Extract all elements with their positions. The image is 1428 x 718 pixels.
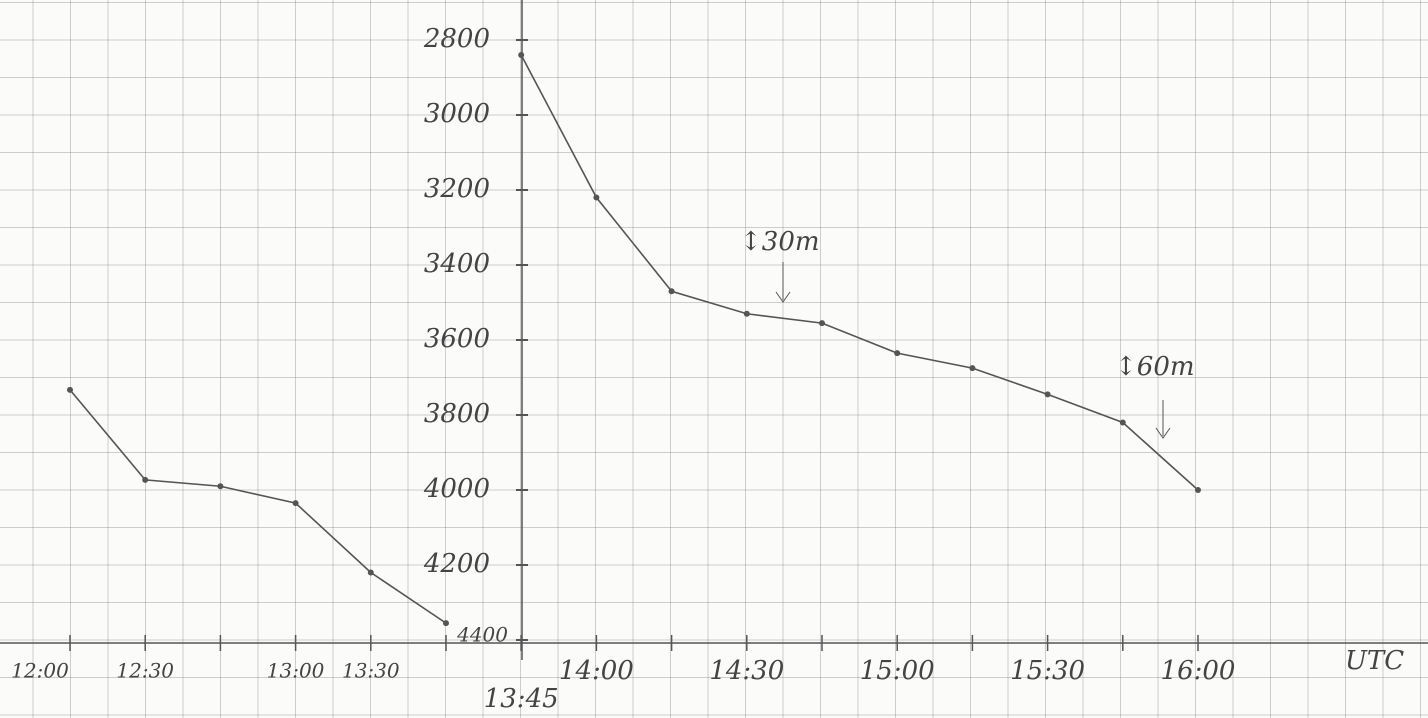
point [67,386,73,393]
annotation-arrow [775,262,791,303]
point [593,194,600,201]
point [969,365,976,372]
y-tick-label: 4000 [423,474,490,504]
point [142,476,149,483]
line [520,54,1199,491]
point [819,320,825,327]
y-tick-label: 3000 [424,99,490,129]
x-tick-label: 14:00 [559,656,634,686]
annotation-arrow [1155,400,1171,439]
x-tick-label: 14:30 [709,656,784,686]
point [743,310,750,317]
x-tick-label: 13:45 [484,684,559,714]
annotation: ↕60m [1115,352,1195,382]
point [668,288,675,295]
x-tick-label: 12:00 [11,659,69,683]
x-unit: UTC [1345,646,1404,676]
point [217,483,224,490]
y-tick-label: 3400 [424,249,490,279]
annotation: ↕30m [740,227,820,257]
point [292,500,299,507]
x-tick-label: 15:30 [1010,656,1085,686]
point [443,620,449,627]
point [894,350,901,357]
point [367,569,374,576]
y-tick-label: 3200 [424,174,490,204]
x-tick-label: 15:00 [860,656,935,686]
point [1195,487,1201,493]
y-tick-label: 3800 [424,399,490,429]
point [1119,419,1126,426]
y-tick-label: 4200 [423,549,490,579]
point [1044,391,1051,398]
y-tick-label: 3600 [424,324,490,354]
y-tick-label: 2800 [423,24,490,54]
x-tick-label: 16:00 [1161,656,1236,686]
x-tick-label: 13:00 [267,659,325,683]
x-tick-label: 13:30 [342,659,400,683]
y-tick-label: 4400 [456,623,508,647]
line [69,389,447,624]
point [518,52,525,58]
x-tick-label: 12:30 [116,659,174,683]
